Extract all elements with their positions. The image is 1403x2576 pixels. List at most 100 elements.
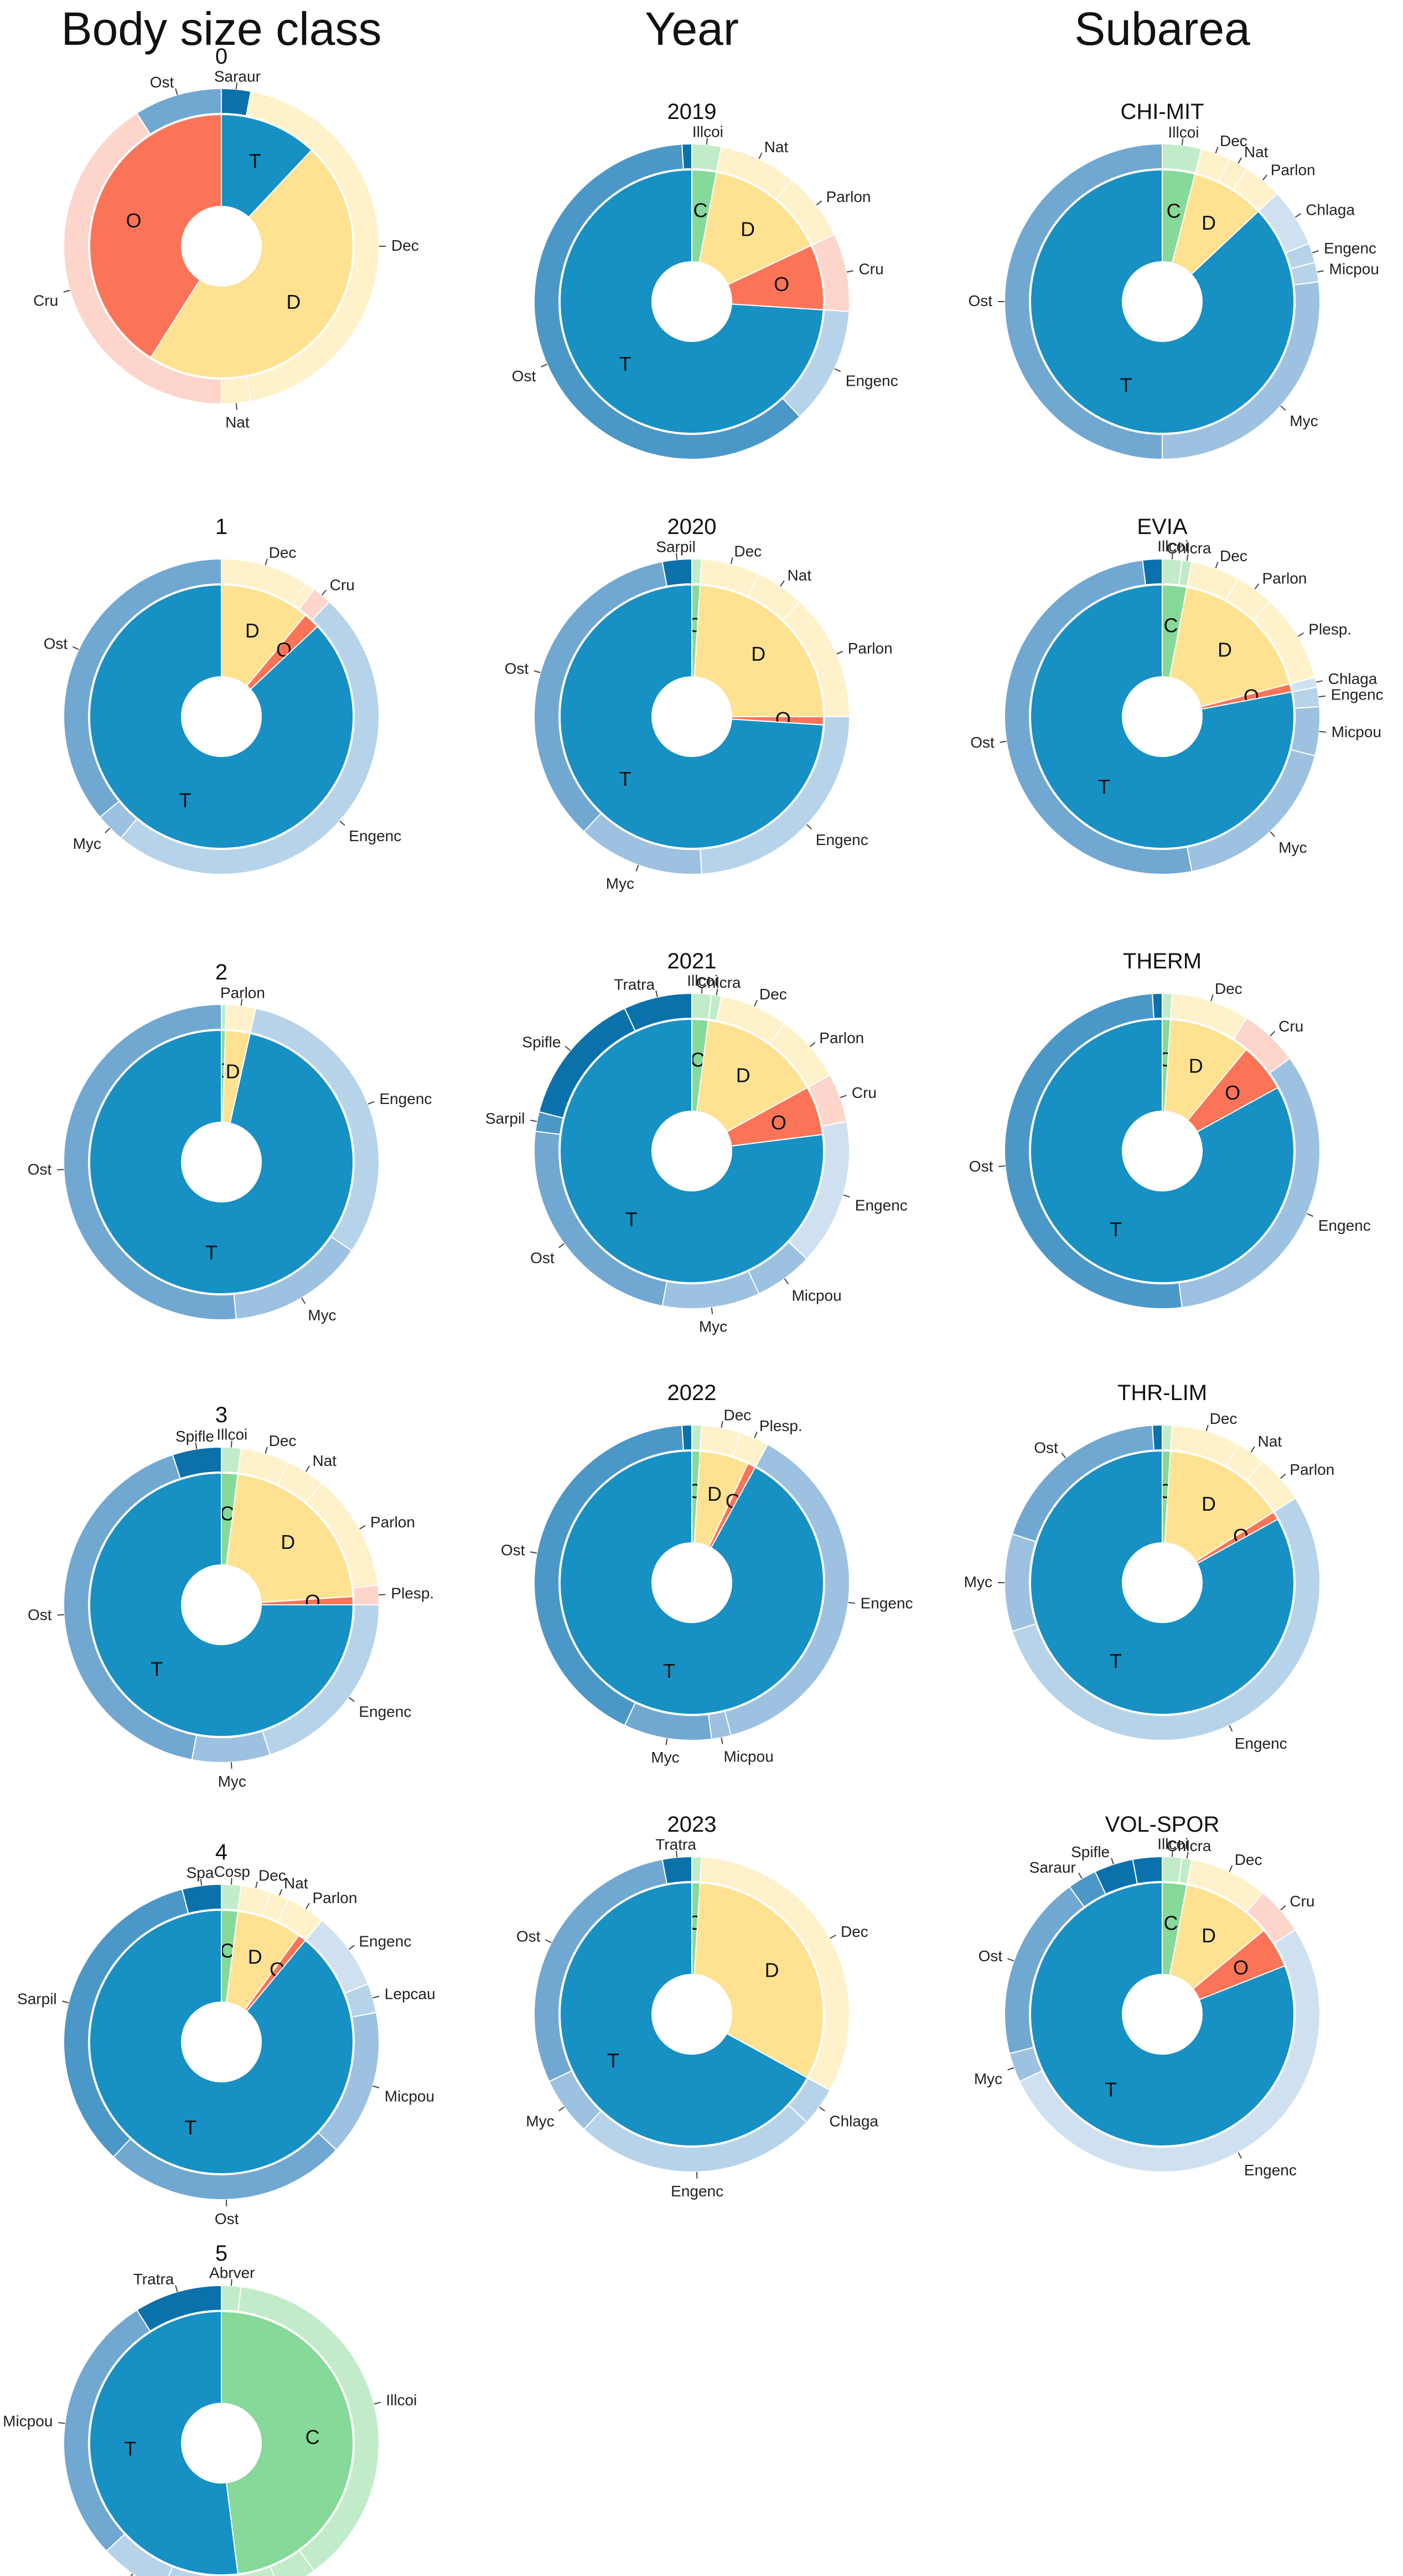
outer-slice-unlabeled-7 bbox=[681, 1424, 692, 1451]
outer-label-Ost: Ost bbox=[28, 1160, 52, 1178]
inner-label-T: T bbox=[124, 2437, 136, 2460]
center-hole bbox=[1122, 1111, 1202, 1191]
outer-label-Engenc: Engenc bbox=[1244, 2162, 1297, 2179]
outer-tick bbox=[721, 1737, 723, 1744]
outer-label-Chlaga: Chlaga bbox=[1328, 670, 1378, 687]
chart-title: VOL-SPOR bbox=[1105, 1812, 1220, 1837]
outer-tick bbox=[1181, 138, 1184, 146]
outer-label-Engenc: Engenc bbox=[1318, 1217, 1371, 1234]
outer-tick bbox=[635, 864, 639, 872]
outer-tick bbox=[348, 1945, 355, 1950]
outer-tick bbox=[339, 820, 345, 826]
outer-tick bbox=[255, 1881, 258, 1889]
outer-tick bbox=[265, 1447, 268, 1454]
center-hole bbox=[652, 1974, 732, 2054]
outer-tick bbox=[62, 2000, 69, 2004]
outer-tick bbox=[305, 1903, 310, 1909]
outer-tick bbox=[130, 2573, 133, 2576]
outer-tick bbox=[1215, 562, 1219, 569]
outer-tick bbox=[175, 88, 178, 95]
outer-label-Chlcra: Chlcra bbox=[696, 974, 741, 991]
outer-tick bbox=[1316, 680, 1323, 683]
outer-label-Engenc: Engenc bbox=[671, 2183, 723, 2200]
outer-tick bbox=[830, 1935, 836, 1939]
outer-tick bbox=[1250, 1446, 1255, 1453]
outer-label-Micpou: Micpou bbox=[724, 1748, 774, 1765]
outer-label-Engenc: Engenc bbox=[1235, 1735, 1287, 1752]
outer-tick bbox=[1171, 552, 1173, 559]
outer-slice-Cru bbox=[63, 112, 222, 405]
outer-label-Ost: Ost bbox=[150, 74, 174, 91]
outer-tick bbox=[372, 1996, 380, 1999]
outer-label-Dec: Dec bbox=[1220, 132, 1247, 149]
inner-label-O: O bbox=[774, 273, 789, 296]
inner-label-D: D bbox=[226, 1060, 240, 1082]
outer-tick bbox=[530, 1551, 537, 1554]
sunburst-y2019: 2019 C D O T Illcoi Nat Parlon Cru Engenc Ost bbox=[512, 100, 898, 460]
outer-tick bbox=[780, 580, 785, 587]
outer-label-Myc: Myc bbox=[699, 1318, 727, 1335]
outer-label-Parlon: Parlon bbox=[370, 1514, 415, 1531]
column-header-body-size: Body size class bbox=[61, 3, 382, 55]
outer-label-Parlon: Parlon bbox=[1271, 161, 1316, 178]
outer-slice-Spa bbox=[181, 1883, 222, 1914]
inner-label-D: D bbox=[1189, 1055, 1203, 1077]
outer-slice-unlabeled-7 bbox=[1152, 1424, 1163, 1451]
outer-slice-Sarpil bbox=[661, 558, 692, 587]
inner-label-T: T bbox=[1098, 775, 1110, 798]
outer-label-Chlcra: Chlcra bbox=[1167, 1837, 1212, 1854]
inner-label-O: O bbox=[771, 1111, 786, 1134]
outer-label-Sarpil: Sarpil bbox=[485, 1110, 525, 1127]
inner-label-C: C bbox=[1167, 199, 1181, 222]
inner-label-O: O bbox=[126, 209, 142, 232]
center-hole bbox=[652, 1543, 732, 1623]
outer-label-Nat: Nat bbox=[284, 1875, 308, 1892]
outer-tick bbox=[175, 2285, 178, 2292]
outer-label-Cosp: Cosp bbox=[214, 1863, 250, 1880]
outer-tick bbox=[558, 1243, 565, 1248]
outer-label-Dec: Dec bbox=[724, 1406, 752, 1423]
outer-tick bbox=[1307, 1213, 1313, 1217]
outer-label-Ost: Ost bbox=[501, 1541, 525, 1558]
outer-label-Ost: Ost bbox=[44, 635, 68, 652]
outer-label-Spifle: Spifle bbox=[175, 1428, 214, 1445]
outer-label-Engenc: Engenc bbox=[1331, 686, 1384, 703]
outer-slice-unlabeled-10 bbox=[1142, 558, 1163, 586]
inner-label-D: D bbox=[286, 291, 301, 313]
center-hole bbox=[182, 2002, 261, 2082]
outer-label-Engenc: Engenc bbox=[846, 372, 898, 390]
chart-title: CHI-MIT bbox=[1120, 100, 1204, 124]
inner-label-D: D bbox=[281, 1531, 295, 1553]
outer-label-Ost: Ost bbox=[970, 734, 995, 751]
center-hole bbox=[652, 677, 732, 756]
outer-label-Parlon: Parlon bbox=[1290, 1461, 1334, 1478]
outer-label-Chlaga: Chlaga bbox=[829, 2112, 878, 2129]
outer-tick bbox=[372, 2085, 380, 2088]
outer-tick bbox=[840, 1095, 847, 1098]
outer-label-Saraur: Saraur bbox=[214, 68, 261, 85]
outer-tick bbox=[1280, 1473, 1286, 1479]
outer-label-Myc: Myc bbox=[1290, 412, 1318, 429]
outer-tick bbox=[730, 557, 733, 564]
chart-title: 3 bbox=[215, 1403, 227, 1427]
chart-title: 4 bbox=[215, 1840, 227, 1864]
inner-label-D: D bbox=[751, 642, 765, 665]
outer-label-Myc: Myc bbox=[526, 2112, 554, 2129]
outer-tick bbox=[379, 1594, 386, 1596]
outer-tick bbox=[758, 152, 763, 159]
outer-label-Ost: Ost bbox=[1034, 1439, 1058, 1456]
outer-tick bbox=[235, 403, 237, 410]
outer-tick bbox=[1238, 157, 1242, 164]
outer-tick bbox=[558, 2106, 565, 2112]
outer-tick bbox=[240, 999, 243, 1006]
center-hole bbox=[1122, 262, 1202, 341]
outer-label-Ost: Ost bbox=[505, 660, 529, 677]
outer-label-Engenc: Engenc bbox=[861, 1594, 913, 1611]
outer-slice-Spifle bbox=[172, 1446, 222, 1480]
outer-label-Dec: Dec bbox=[734, 543, 762, 560]
